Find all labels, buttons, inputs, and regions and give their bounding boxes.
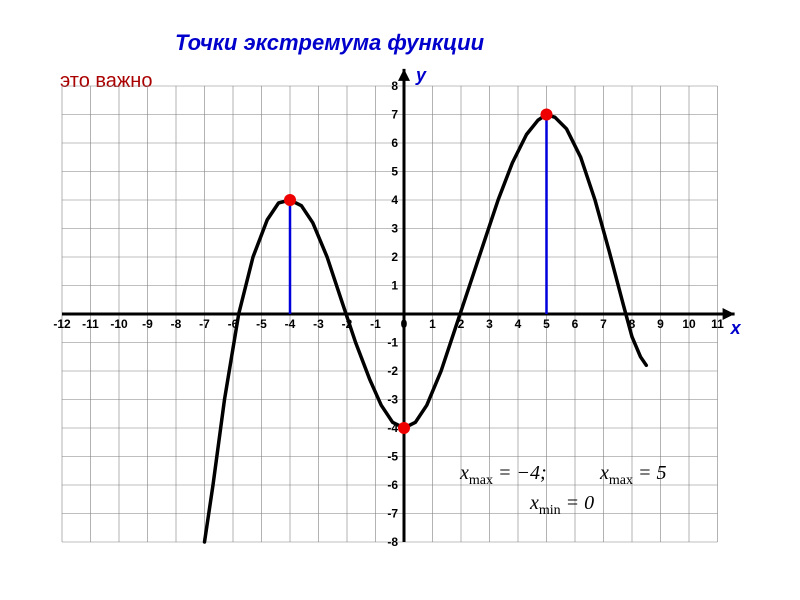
y-tick-label: -5 — [387, 450, 398, 464]
x-tick-label: -1 — [370, 317, 381, 331]
x-tick-label: 6 — [572, 317, 579, 331]
y-tick-label: 4 — [391, 193, 398, 207]
y-tick-label: -6 — [387, 478, 398, 492]
y-tick-label: -1 — [387, 336, 398, 350]
y-tick-label: 6 — [391, 136, 398, 150]
x-tick-label: -8 — [171, 317, 182, 331]
x-tick-label: -5 — [256, 317, 267, 331]
x-tick-label: 7 — [600, 317, 607, 331]
x-tick-label: 5 — [543, 317, 550, 331]
y-tick-label: -8 — [387, 535, 398, 549]
y-tick-label: -2 — [387, 364, 398, 378]
extremum-point — [398, 422, 410, 434]
x-tick-label: 4 — [515, 317, 522, 331]
x-tick-label: -10 — [110, 317, 128, 331]
formula-xmax-1: xmax = −4; — [460, 462, 547, 489]
y-axis-arrow-icon — [398, 69, 410, 81]
x-axis-label: x — [731, 318, 741, 339]
x-tick-label: 9 — [657, 317, 664, 331]
x-tick-label: -12 — [53, 317, 71, 331]
y-tick-label: 7 — [391, 108, 398, 122]
extremum-point — [541, 109, 553, 121]
x-tick-label: -9 — [142, 317, 153, 331]
y-axis-label: y — [416, 65, 426, 86]
x-tick-label: 3 — [486, 317, 493, 331]
x-tick-label: 11 — [711, 317, 724, 331]
x-tick-label: -4 — [285, 317, 296, 331]
x-tick-label: -7 — [199, 317, 210, 331]
x-tick-label: 0 — [401, 317, 408, 331]
x-tick-label: 1 — [429, 317, 436, 331]
formula-xmax-2: xmax = 5 — [600, 462, 667, 489]
formula-xmin: xmin = 0 — [530, 492, 594, 519]
chart-canvas: -12-11-10-9-8-7-6-5-4-3-2-10123456789101… — [0, 0, 800, 600]
y-tick-label: 5 — [391, 165, 398, 179]
x-tick-label: -3 — [313, 317, 324, 331]
extremum-point — [284, 194, 296, 206]
y-tick-label: 1 — [391, 279, 398, 293]
y-tick-label: 8 — [391, 79, 398, 93]
x-tick-label: -11 — [82, 317, 99, 331]
y-tick-label: -7 — [387, 507, 398, 521]
y-tick-label: 3 — [391, 222, 398, 236]
function-curve — [205, 115, 647, 543]
page-container: Точки экстремума функции это важно -12-1… — [0, 0, 800, 600]
y-tick-label: 2 — [391, 250, 398, 264]
x-tick-label: 10 — [682, 317, 696, 331]
y-tick-label: -3 — [387, 393, 398, 407]
